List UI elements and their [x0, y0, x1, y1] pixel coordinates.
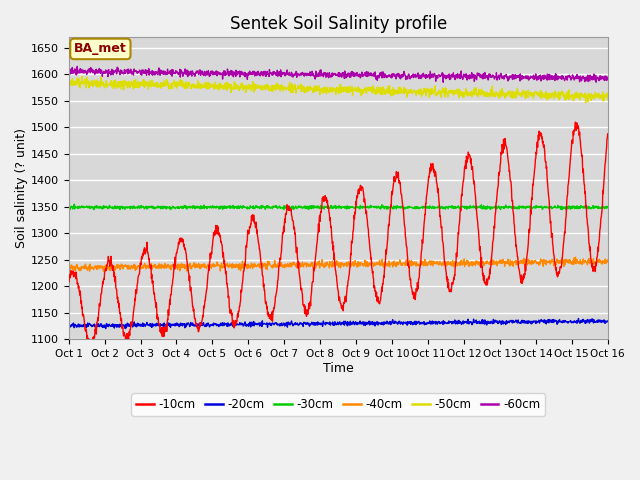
-30cm	[70, 201, 78, 207]
Legend: -10cm, -20cm, -30cm, -40cm, -50cm, -60cm: -10cm, -20cm, -30cm, -40cm, -50cm, -60cm	[131, 393, 545, 416]
-10cm	[604, 131, 612, 137]
-20cm	[575, 316, 582, 322]
Title: Sentek Soil Salinity profile: Sentek Soil Salinity profile	[230, 15, 447, 33]
-30cm	[185, 204, 193, 210]
-20cm	[540, 317, 548, 323]
-10cm	[572, 119, 579, 125]
-50cm	[604, 97, 612, 103]
-60cm	[245, 71, 253, 77]
-20cm	[493, 319, 500, 325]
X-axis label: Time: Time	[323, 361, 353, 374]
-50cm	[493, 90, 500, 96]
Line: -10cm: -10cm	[68, 122, 608, 346]
Line: -20cm: -20cm	[68, 319, 608, 329]
-60cm	[65, 68, 72, 74]
-60cm	[440, 79, 447, 85]
-20cm	[604, 318, 612, 324]
-10cm	[65, 279, 72, 285]
-10cm	[185, 271, 193, 277]
-30cm	[540, 204, 548, 210]
Text: BA_met: BA_met	[74, 42, 127, 55]
-20cm	[102, 326, 109, 332]
Line: -30cm: -30cm	[68, 204, 608, 210]
-40cm	[540, 257, 548, 263]
-60cm	[541, 75, 548, 81]
Line: -60cm: -60cm	[68, 66, 608, 82]
-40cm	[172, 264, 180, 270]
-40cm	[604, 257, 612, 263]
-10cm	[172, 255, 180, 261]
Y-axis label: Soil salinity (? unit): Soil salinity (? unit)	[15, 128, 28, 248]
-60cm	[172, 68, 180, 73]
-30cm	[65, 206, 72, 212]
-50cm	[78, 73, 86, 79]
-50cm	[582, 100, 589, 106]
-50cm	[540, 91, 548, 97]
-60cm	[604, 76, 612, 82]
-10cm	[245, 230, 253, 236]
-50cm	[422, 93, 430, 99]
-40cm	[422, 261, 430, 267]
-60cm	[74, 63, 81, 69]
-20cm	[172, 323, 180, 328]
-30cm	[559, 207, 566, 213]
-60cm	[493, 76, 500, 82]
-10cm	[540, 142, 548, 148]
-30cm	[422, 205, 430, 211]
-30cm	[245, 206, 253, 212]
-40cm	[245, 265, 253, 271]
-50cm	[185, 82, 193, 88]
-50cm	[172, 82, 180, 88]
-20cm	[422, 320, 430, 326]
-20cm	[245, 323, 253, 328]
-10cm	[88, 343, 96, 349]
-20cm	[65, 322, 72, 328]
-40cm	[65, 265, 72, 271]
-20cm	[185, 321, 193, 327]
-10cm	[493, 200, 500, 205]
-60cm	[185, 72, 193, 78]
-40cm	[493, 258, 500, 264]
-10cm	[422, 201, 430, 206]
-50cm	[245, 82, 253, 87]
-30cm	[604, 204, 612, 210]
-40cm	[100, 268, 108, 274]
-40cm	[572, 254, 579, 260]
-50cm	[65, 79, 72, 85]
-60cm	[422, 72, 430, 77]
Line: -50cm: -50cm	[68, 76, 608, 103]
Line: -40cm: -40cm	[68, 257, 608, 271]
-40cm	[185, 263, 193, 269]
-30cm	[493, 206, 500, 212]
-30cm	[172, 204, 180, 210]
